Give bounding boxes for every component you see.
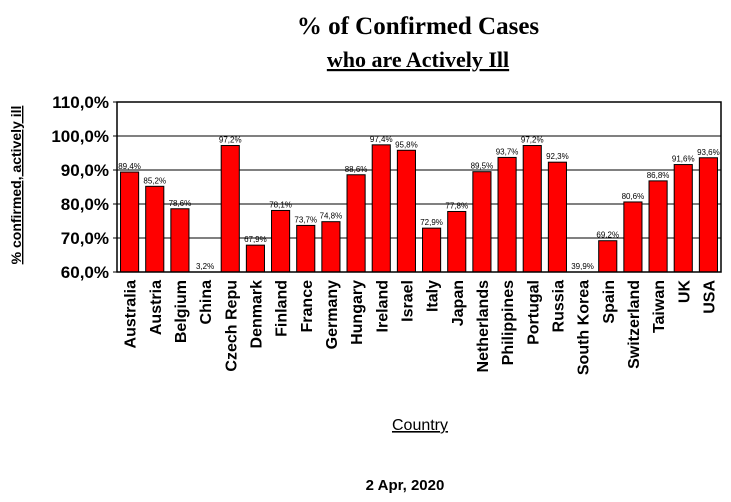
bar — [598, 240, 618, 273]
chart-subtitle: who are Actively Ill — [327, 47, 509, 72]
x-tick-label: Portugal — [525, 280, 542, 345]
bar — [522, 145, 542, 273]
data-label: 88,6% — [345, 165, 368, 174]
bar — [447, 210, 467, 273]
data-label: 85,2% — [143, 176, 166, 185]
data-label: 93,6% — [697, 148, 720, 157]
data-label: 77,8% — [445, 201, 468, 210]
bar — [623, 201, 643, 273]
y-tick-label: 100,0% — [51, 127, 109, 146]
x-tick-label: Finland — [274, 280, 291, 337]
bar — [396, 149, 416, 273]
data-label: 97,2% — [219, 136, 242, 145]
y-axis-label: % confirmed, actively ill — [8, 106, 24, 265]
y-axis-ticks: 60,0% 70,0% 80,0% 90,0% 100,0% 110,0% — [51, 93, 117, 282]
bar — [271, 209, 291, 273]
bar — [547, 161, 567, 273]
data-label: 78,1% — [269, 200, 292, 209]
x-tick-label: Taiwan — [651, 280, 668, 333]
x-tick-label: Japan — [450, 280, 467, 326]
x-axis-label: Country — [392, 417, 448, 434]
data-label: 80,6% — [622, 192, 645, 201]
x-tick-label: Ireland — [374, 280, 391, 332]
data-label: 89,4% — [118, 162, 141, 171]
bar — [296, 224, 316, 273]
x-tick-label: Germany — [324, 280, 341, 349]
x-tick-label: Australia — [123, 280, 140, 349]
data-label: 78,6% — [169, 199, 192, 208]
date-footer: 2 Apr, 2020 — [366, 477, 445, 494]
x-tick-label: France — [299, 280, 316, 333]
bar — [220, 145, 240, 273]
chart-title: % of Confirmed Cases — [297, 13, 540, 40]
bar — [497, 156, 517, 273]
x-tick-label: Austria — [148, 280, 165, 335]
bar — [245, 244, 265, 273]
x-tick-label: South Korea — [576, 280, 593, 375]
data-label: 97,2% — [521, 136, 544, 145]
x-tick-label: Netherlands — [475, 280, 492, 373]
data-label: 72,9% — [420, 218, 443, 227]
data-label: 74,8% — [320, 212, 343, 221]
bar — [472, 171, 492, 273]
x-tick-label: Italy — [425, 280, 442, 312]
data-label: 39,9% — [571, 262, 594, 271]
data-label: 86,8% — [647, 171, 670, 180]
y-tick-label: 110,0% — [52, 93, 109, 112]
plot-area-frame — [116, 101, 722, 273]
x-tick-label: Russia — [550, 280, 567, 333]
bar — [371, 144, 391, 273]
x-tick-label: Philippines — [500, 280, 517, 365]
bar — [422, 227, 442, 273]
bar — [346, 174, 366, 273]
x-tick-label: Switzerland — [626, 280, 643, 369]
data-label: 67,9% — [244, 235, 267, 244]
bar — [698, 157, 718, 273]
bar — [648, 180, 668, 273]
x-tick-label: Hungary — [349, 280, 366, 345]
data-label: 69,2% — [596, 231, 619, 240]
data-labels: 89,4%85,2%78,6%3,2%97,2%67,9%78,1%73,7% 7… — [118, 135, 720, 271]
data-label: 89,5% — [471, 162, 494, 171]
data-label: 97,4% — [370, 135, 393, 144]
bar — [170, 208, 190, 273]
bar — [321, 221, 341, 273]
data-label: 91,6% — [672, 155, 695, 164]
bar — [120, 171, 140, 273]
bar — [145, 185, 165, 273]
x-tick-label: USA — [701, 280, 718, 314]
y-tick-label: 70,0% — [61, 229, 109, 248]
y-tick-label: 80,0% — [61, 195, 109, 214]
data-label: 95,8% — [395, 140, 418, 149]
x-tick-label: Israel — [399, 280, 416, 322]
x-axis-ticks: Australia Austria Belgium China Czech Repu De… — [123, 280, 719, 376]
y-tick-label: 60,0% — [61, 263, 109, 282]
x-tick-label: Denmark — [248, 280, 265, 349]
y-tick-label: 90,0% — [61, 161, 109, 180]
x-tick-label: UK — [676, 280, 693, 304]
data-label: 93,7% — [496, 147, 519, 156]
x-tick-label: Belgium — [173, 280, 190, 343]
data-label: 3,2% — [196, 262, 214, 271]
x-tick-label: China — [198, 280, 215, 325]
x-tick-label: Czech Repu — [223, 280, 240, 372]
data-label: 73,7% — [294, 215, 317, 224]
x-tick-label: Spain — [601, 280, 618, 324]
bars — [120, 144, 718, 273]
data-label: 92,3% — [546, 152, 569, 161]
bar — [673, 164, 693, 273]
